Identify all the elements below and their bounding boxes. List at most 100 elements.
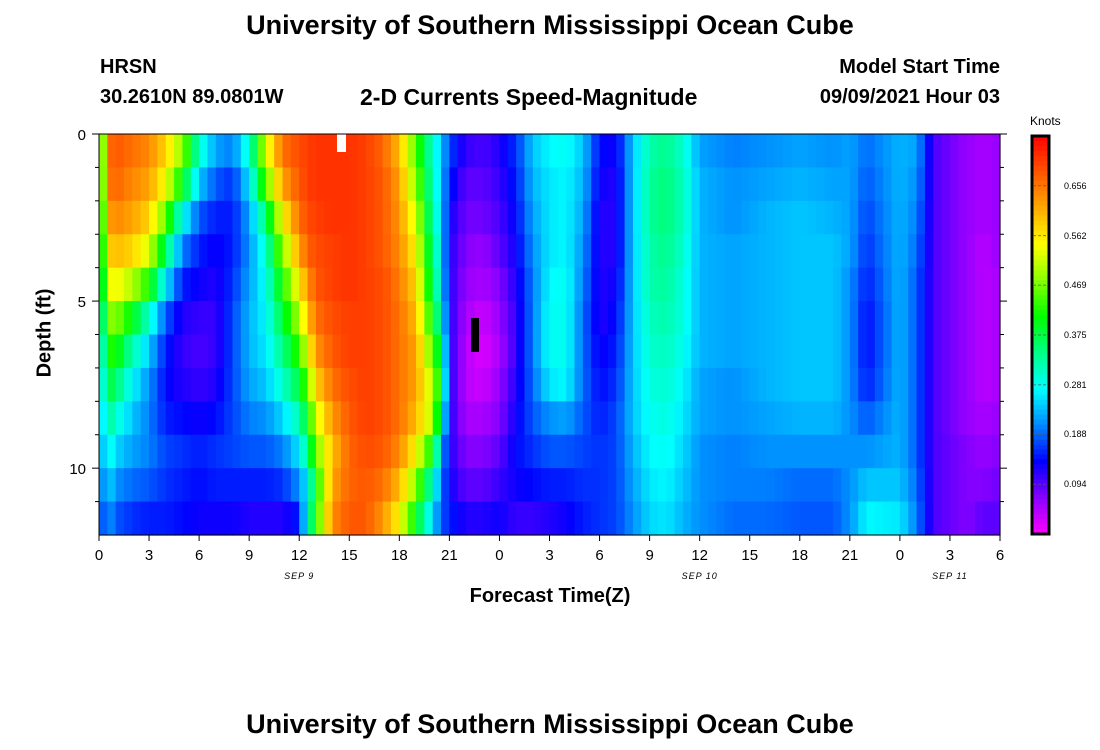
heatmap-cell <box>282 134 292 169</box>
heatmap-cell <box>224 434 234 469</box>
heatmap-cell <box>758 167 767 202</box>
heatmap-cell <box>607 468 617 503</box>
heatmap-cell <box>582 200 592 235</box>
heatmap-cell <box>899 234 909 269</box>
heatmap-cell <box>899 501 909 536</box>
heatmap-cell <box>299 134 309 169</box>
heatmap-cell <box>232 167 242 202</box>
heatmap-cell <box>874 501 884 536</box>
colorbar-swatch <box>1032 245 1049 252</box>
heatmap-cell <box>908 434 918 469</box>
heatmap-cell <box>607 301 617 336</box>
heatmap-cell <box>899 267 909 302</box>
heatmap-cell <box>224 401 234 436</box>
heatmap-cell <box>349 200 359 235</box>
heatmap-cell <box>349 434 359 469</box>
heatmap-cell <box>549 134 559 169</box>
heatmap-cell <box>841 434 851 469</box>
heatmap-cell <box>632 200 642 235</box>
heatmap-cell <box>449 200 459 235</box>
heatmap-cell <box>265 468 275 503</box>
heatmap-cell <box>324 401 334 436</box>
heatmap-cell <box>265 134 275 169</box>
heatmap-cell <box>858 334 868 369</box>
heatmap-cell <box>224 501 234 536</box>
heatmap-cell <box>541 267 551 302</box>
heatmap-cell <box>240 401 250 436</box>
heatmap-cell <box>824 468 834 503</box>
heatmap-cell <box>816 234 826 269</box>
heatmap-cell <box>557 234 567 269</box>
heatmap-cell <box>232 501 242 536</box>
heatmap-cell <box>849 501 859 536</box>
heatmap-cell <box>482 301 492 336</box>
heatmap-cell <box>232 401 242 436</box>
heatmap-cell <box>557 401 567 436</box>
heatmap-cell <box>641 367 651 402</box>
heatmap-cell <box>532 401 542 436</box>
heatmap-cell <box>966 301 976 336</box>
colorbar-tick-label: 0.094 <box>1064 479 1087 489</box>
heatmap-cell <box>699 301 709 336</box>
heatmap-cell <box>791 134 801 169</box>
heatmap-cell <box>916 167 926 202</box>
heatmap-cell <box>365 401 375 436</box>
heatmap-cell <box>632 367 642 402</box>
heatmap-cell <box>766 301 776 336</box>
heatmap-cell <box>232 334 242 369</box>
heatmap-cell <box>340 367 350 402</box>
heatmap-cell <box>332 334 342 369</box>
heatmap-cell <box>491 501 501 536</box>
heatmap-cell <box>641 200 651 235</box>
heatmap-cell <box>182 234 192 269</box>
heatmap-cell <box>783 167 793 202</box>
heatmap-cell <box>507 367 517 402</box>
heatmap-cell <box>991 267 1001 302</box>
colorbar-swatch <box>1032 165 1049 172</box>
heatmap-cell <box>257 501 267 536</box>
heatmap-cell <box>207 468 217 503</box>
heatmap-cell <box>557 134 567 169</box>
heatmap-cell <box>315 167 325 202</box>
heatmap-cell <box>966 200 976 235</box>
heatmap-cell <box>374 468 384 503</box>
heatmap-cell <box>649 301 659 336</box>
footer-title: University of Southern Mississippi Ocean… <box>246 709 854 739</box>
heatmap-cell <box>157 367 167 402</box>
heatmap-cell <box>466 200 476 235</box>
heatmap-cell <box>908 200 918 235</box>
colorbar-swatch <box>1032 185 1049 192</box>
heatmap-cell <box>657 401 667 436</box>
heatmap-cell <box>290 200 300 235</box>
heatmap-cell <box>991 434 1001 469</box>
heatmap-cell <box>841 401 851 436</box>
x-tick-label: 3 <box>545 547 553 564</box>
heatmap-cell <box>232 301 242 336</box>
heatmap-cell <box>833 200 843 235</box>
heatmap-cell <box>249 134 259 169</box>
heatmap-cell <box>916 200 926 235</box>
heatmap-cell <box>716 468 726 503</box>
heatmap-cell <box>374 334 384 369</box>
heatmap-cell <box>908 234 918 269</box>
heatmap-cell <box>966 401 976 436</box>
heatmap-cell <box>958 434 968 469</box>
heatmap-cell <box>974 167 984 202</box>
colorbar-swatch <box>1032 315 1049 321</box>
heatmap-cell <box>365 434 375 469</box>
heatmap-cell <box>516 267 526 302</box>
heatmap-cell <box>991 234 1001 269</box>
heatmap-cell <box>532 468 542 503</box>
heatmap-cell <box>499 501 509 536</box>
heatmap-cell <box>899 434 909 469</box>
heatmap-cell <box>491 434 501 469</box>
colorbar-swatch <box>1032 295 1049 301</box>
heatmap-cell <box>674 468 684 503</box>
heatmap-cell <box>666 401 676 436</box>
heatmap-cell <box>941 301 951 336</box>
heatmap-cell <box>524 401 534 436</box>
colorbar-swatch <box>1032 180 1049 187</box>
heatmap-cell <box>724 334 734 369</box>
heatmap-cell <box>749 301 759 336</box>
heatmap-cell <box>808 434 818 469</box>
